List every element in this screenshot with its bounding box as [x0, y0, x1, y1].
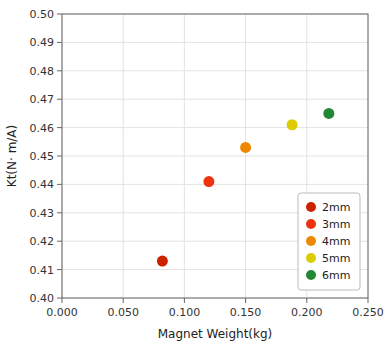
tick-x	[123, 298, 124, 303]
grid	[62, 14, 368, 298]
tick-y	[57, 14, 62, 15]
tick-label-y: 0.50	[30, 8, 55, 21]
tick-x	[62, 298, 63, 303]
tick-x	[368, 298, 369, 303]
tick-y	[57, 42, 62, 43]
chart-svg: 0.000 0.050 0.100 0.150 0.200 0.250 0.40 0.41 0.…	[0, 0, 390, 350]
legend-swatch	[306, 202, 316, 212]
legend-box	[298, 193, 360, 290]
tick-label-y: 0.44	[30, 178, 55, 191]
tick-x	[306, 298, 307, 303]
tick-label-y: 0.49	[30, 36, 55, 49]
tick-label-x: 0.150	[230, 306, 262, 319]
tick-label-x: 0.100	[169, 306, 201, 319]
tick-y	[57, 70, 62, 71]
scatter-point	[287, 119, 298, 130]
tick-label-x: 0.200	[291, 306, 323, 319]
grid-line-y	[62, 70, 368, 71]
tick-y	[57, 156, 62, 157]
legend-swatch	[306, 270, 316, 280]
tick-y	[57, 241, 62, 242]
grid-line-y	[62, 99, 368, 100]
legend-swatch	[306, 236, 316, 246]
tick-x	[245, 298, 246, 303]
tick-y	[57, 99, 62, 100]
tick-y	[57, 212, 62, 213]
chart-container: 0.000 0.050 0.100 0.150 0.200 0.250 0.40 0.41 0.…	[0, 0, 390, 350]
legend-swatch	[306, 253, 316, 263]
tick-y	[57, 184, 62, 185]
tick-label-x: 0.050	[107, 306, 139, 319]
tick-label-y: 0.45	[30, 150, 55, 163]
scatter-point	[157, 256, 168, 267]
y-axis-label: Kt(N· m/A)	[5, 125, 19, 187]
legend-label: 2mm	[322, 201, 350, 214]
plot-area	[62, 14, 368, 298]
tick-label-y: 0.40	[30, 292, 55, 305]
tick-label-y: 0.43	[30, 207, 55, 220]
grid-line-y	[62, 156, 368, 157]
legend-label: 4mm	[322, 235, 350, 248]
scatter-point	[323, 108, 334, 119]
scatter-point	[203, 176, 214, 187]
tick-y	[57, 127, 62, 128]
tick-label-y: 0.46	[30, 122, 55, 135]
points	[157, 108, 334, 267]
scatter-point	[240, 142, 251, 153]
tick-x	[184, 298, 185, 303]
grid-line-y	[62, 127, 368, 128]
tick-label-y: 0.42	[30, 235, 55, 248]
legend: 2mm 3mm 4mm 5mm 6mm	[298, 193, 360, 290]
tick-label-x: 0.250	[352, 306, 384, 319]
axes: 0.000 0.050 0.100 0.150 0.200 0.250 0.40 0.41 0.…	[30, 8, 384, 319]
grid-line-y	[62, 184, 368, 185]
tick-y	[57, 298, 62, 299]
plot-frame	[62, 14, 368, 298]
legend-label: 6mm	[322, 269, 350, 282]
tick-label-y: 0.41	[30, 264, 55, 277]
grid-line-y	[62, 42, 368, 43]
tick-label-y: 0.48	[30, 65, 55, 78]
legend-label: 5mm	[322, 252, 350, 265]
tick-label-y: 0.47	[30, 93, 55, 106]
legend-label: 3mm	[322, 218, 350, 231]
x-axis-label: Magnet Weight(kg)	[158, 327, 273, 341]
tick-y	[57, 269, 62, 270]
legend-swatch	[306, 219, 316, 229]
tick-label-x: 0.000	[46, 306, 78, 319]
